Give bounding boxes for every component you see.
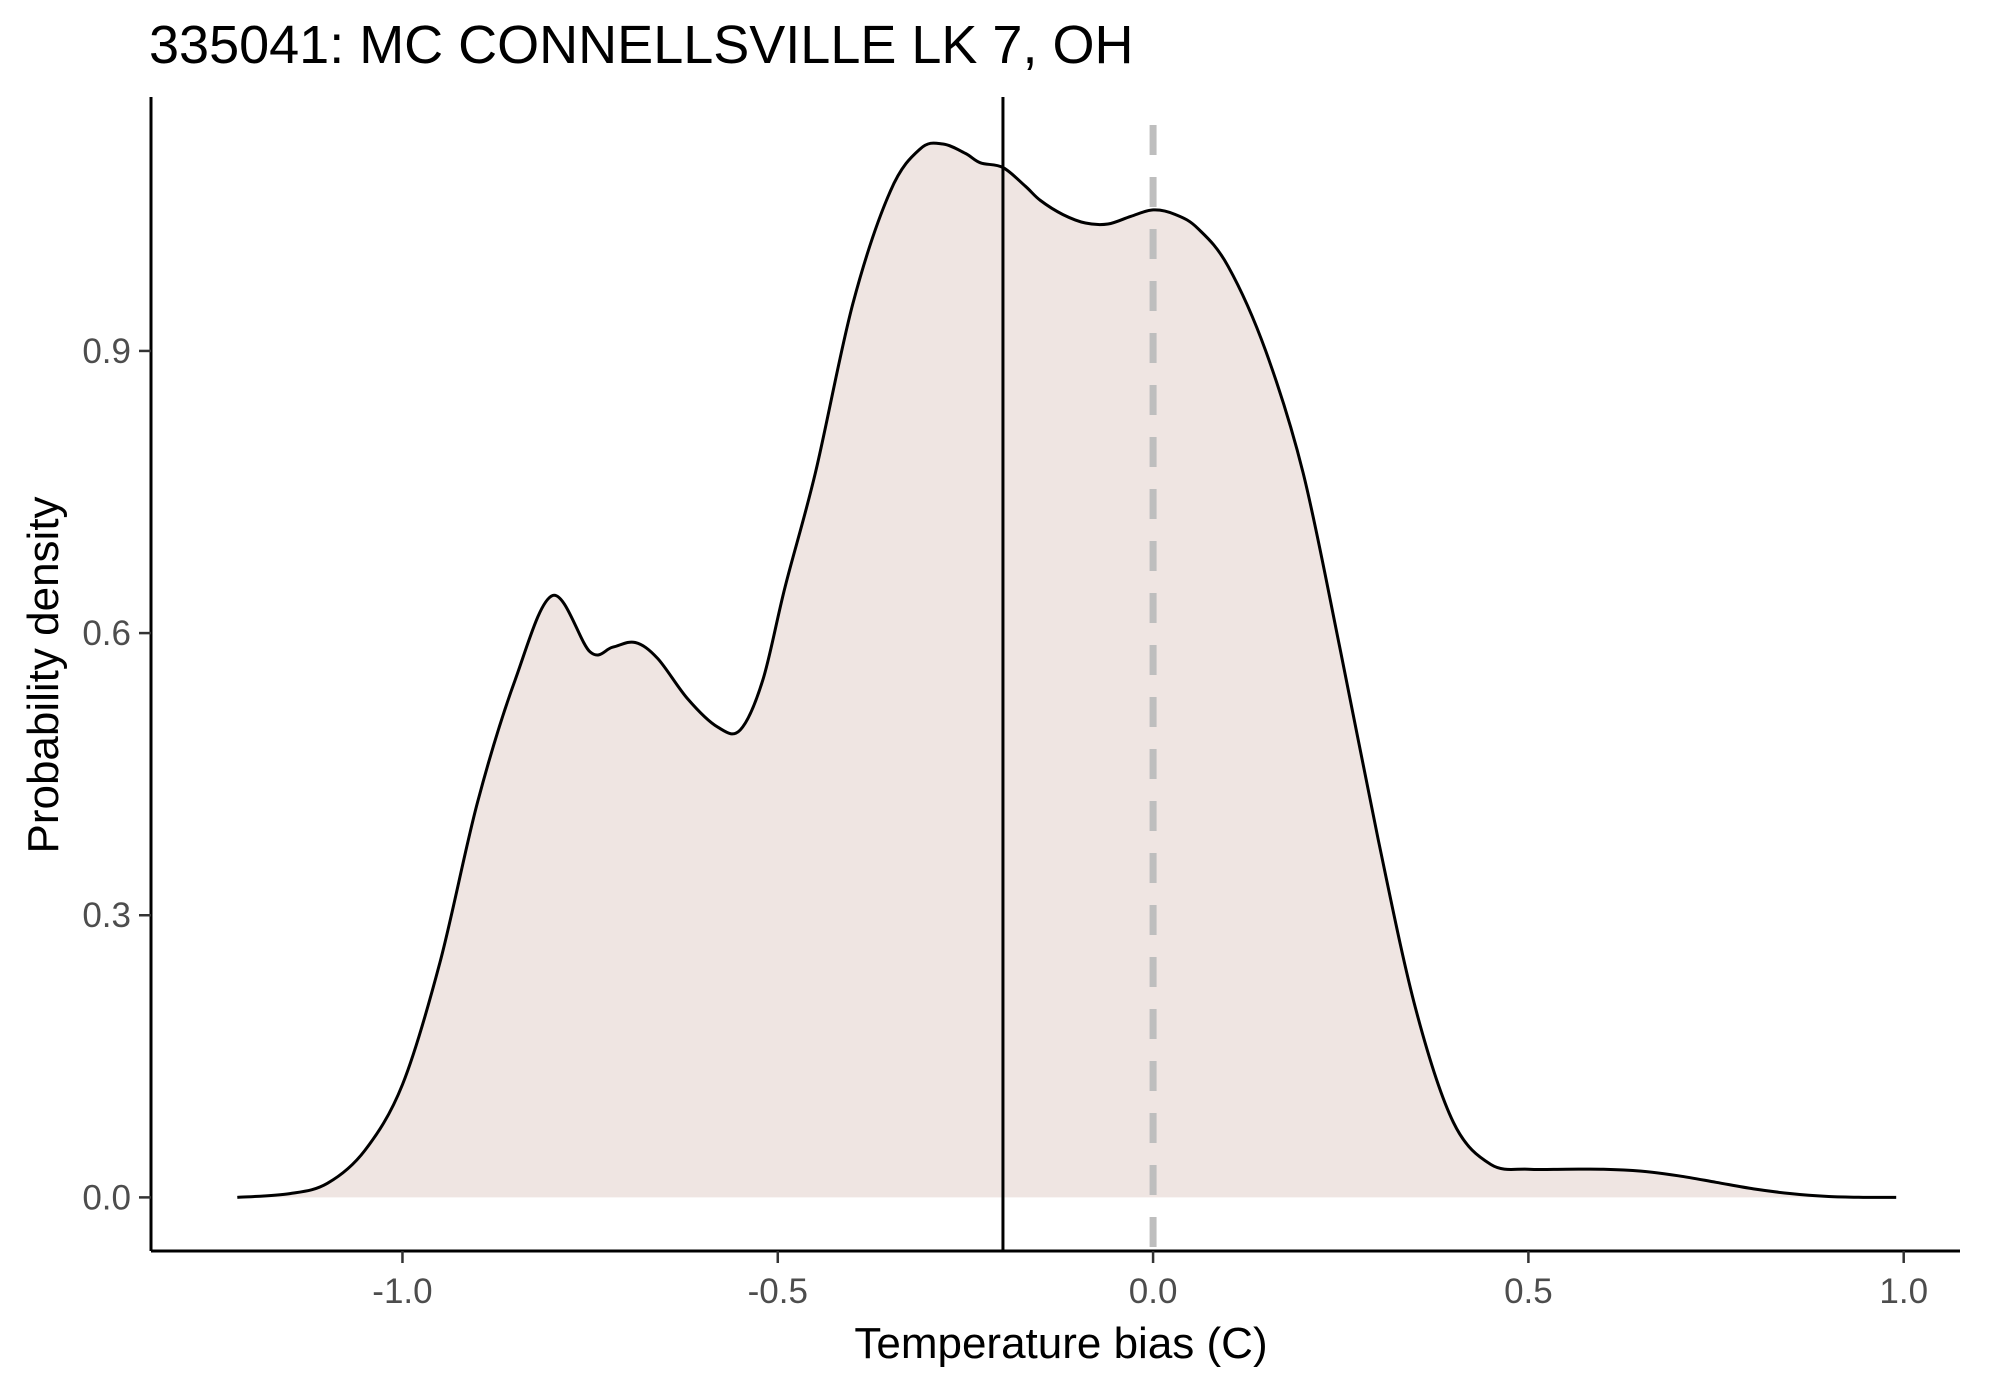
chart-title: 335041: MC CONNELLSVILLE LK 7, OH	[149, 15, 1133, 75]
density-area-fill	[237, 143, 1896, 1197]
y-tick-label: 0.3	[82, 896, 131, 935]
y-tick-label: 0.9	[82, 332, 131, 371]
x-axis-title: Temperature bias (C)	[854, 1319, 1267, 1368]
y-tick-label: 0.0	[82, 1178, 131, 1217]
y-axis-title: Probability density	[19, 496, 68, 853]
y-axis-ticks: 0.0 0.3 0.6 0.9	[82, 332, 151, 1217]
x-tick-label: 0.5	[1504, 1272, 1553, 1311]
y-tick-label: 0.6	[82, 614, 131, 653]
x-tick-label: 0.0	[1129, 1272, 1178, 1311]
x-tick-label: -1.0	[372, 1272, 432, 1311]
x-tick-label: 1.0	[1879, 1272, 1928, 1311]
x-tick-label: -0.5	[748, 1272, 808, 1311]
plot-area	[237, 97, 1896, 1251]
x-axis-ticks: -1.0 -0.5 0.0 0.5 1.0	[372, 1251, 1928, 1311]
